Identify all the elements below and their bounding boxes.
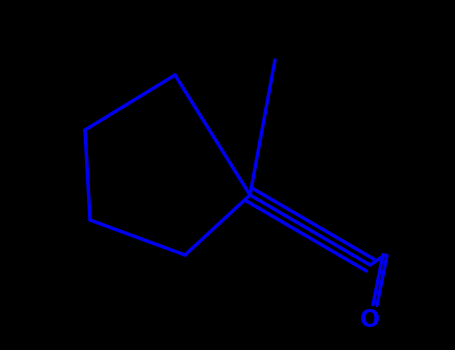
Text: O: O bbox=[360, 308, 380, 332]
